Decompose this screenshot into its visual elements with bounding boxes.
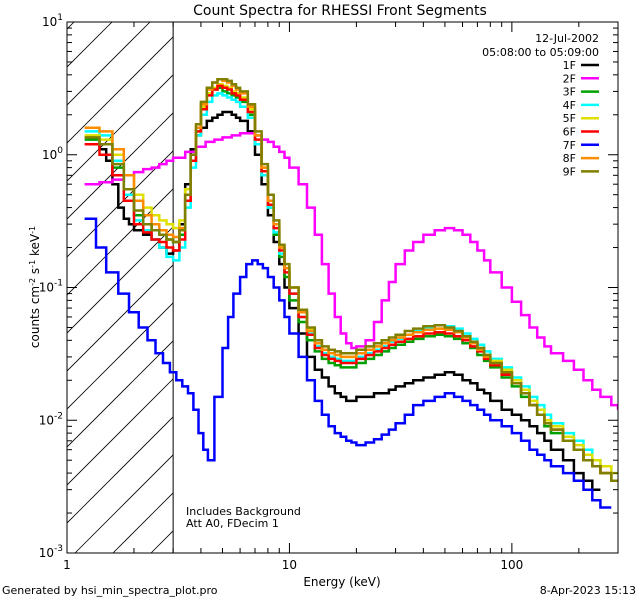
y-tick-label: 10-1: [39, 279, 63, 295]
hatch-line: [67, 302, 174, 410]
hatch-line: [67, 340, 174, 448]
series-line-1F: [92, 110, 601, 491]
hatch-line: [67, 416, 174, 524]
series-group: [84, 78, 618, 509]
y-axis-label: counts cm-2 s-1 keV-1: [28, 226, 42, 348]
legend-label-8F: 8F: [563, 152, 576, 165]
hatch-line: [67, 74, 174, 182]
y-label-part-5: -1: [28, 226, 37, 234]
annotation-background: Includes Background: [186, 505, 301, 518]
series-line-8F: [84, 78, 618, 483]
series-line-3F: [84, 86, 618, 483]
y-tick-label: 100: [42, 146, 63, 162]
series-line-7F: [84, 217, 612, 509]
hatch-line: [67, 22, 151, 106]
legend-label-4F: 4F: [563, 99, 576, 112]
attenuator-hatch-region: [67, 22, 174, 553]
x-tick-label: 10: [282, 558, 297, 572]
hatch-line: [67, 112, 174, 220]
legend-label-1F: 1F: [563, 59, 576, 72]
legend-label-7F: 7F: [563, 139, 576, 152]
y-tick-label: 10-2: [39, 411, 63, 427]
time-range-label: 05:08:00 to 05:09:00: [482, 46, 599, 59]
x-tick-labels: 1 10 100: [63, 558, 523, 572]
chart-title: Count Spectra for RHESSI Front Segments: [193, 3, 487, 19]
series-line-6F: [84, 84, 618, 483]
legend-label-5F: 5F: [563, 112, 576, 125]
legend-label-9F: 9F: [563, 165, 576, 178]
legend-label-2F: 2F: [563, 72, 576, 85]
series-line-4F: [84, 92, 618, 475]
date-label: 12-Jul-2002: [535, 32, 599, 45]
y-tick-label: 10-3: [39, 544, 63, 560]
x-tick-label: 100: [500, 558, 523, 572]
hatch-line: [67, 188, 174, 296]
x-axis-label: Energy (keV): [303, 575, 380, 589]
hatch-line: [67, 22, 113, 68]
y-tick-label: 101: [42, 13, 63, 29]
y-tick-labels: 10-3 10-2 10-1 100 101: [39, 13, 64, 560]
y-label-part-1: -2: [28, 278, 37, 286]
legend-label-6F: 6F: [563, 126, 576, 139]
hatch-line: [67, 378, 174, 486]
hatch-line: [112, 492, 174, 553]
hatch-line: [67, 150, 174, 258]
hatch-line: [67, 36, 174, 144]
timestamp-text: 8-Apr-2023 15:13: [540, 584, 636, 597]
axis-ticks: [66, 22, 619, 554]
y-label-part-3: -1: [28, 260, 37, 268]
y-label-part-2: s: [28, 268, 42, 278]
y-label-part-0: counts cm: [28, 286, 42, 348]
generated-by-text: Generated by hsi_min_spectra_plot.pro: [2, 584, 218, 597]
plot-frame: [66, 21, 619, 554]
hatch-line: [74, 454, 174, 553]
annotation-attenuator: Att A0, FDecim 1: [186, 517, 279, 530]
hatch-line: [67, 226, 174, 334]
x-tick-label: 1: [63, 558, 71, 572]
y-label-part-4: keV: [28, 233, 42, 260]
series-line-9F: [84, 78, 618, 483]
legend-label-3F: 3F: [563, 86, 576, 99]
hatch-line: [67, 22, 75, 30]
